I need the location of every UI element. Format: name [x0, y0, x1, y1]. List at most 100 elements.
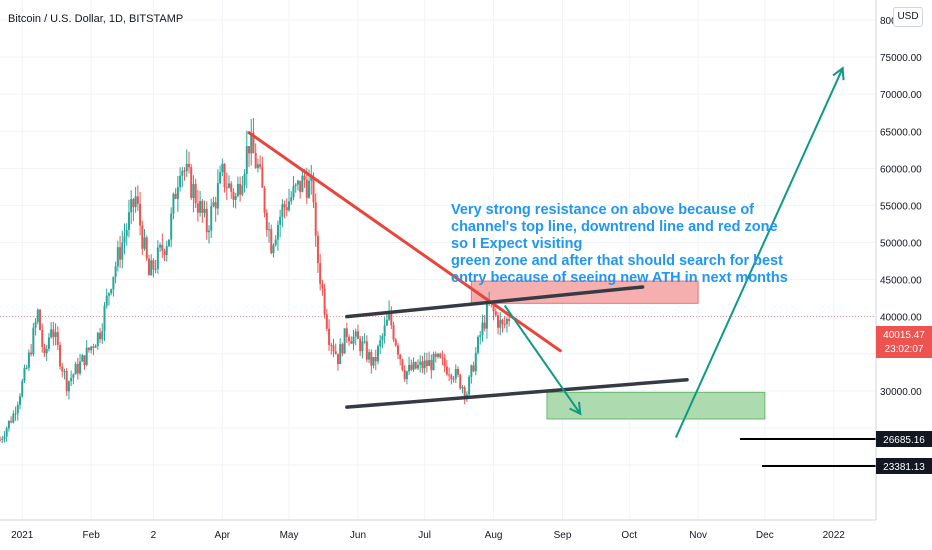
candle	[161, 233, 164, 259]
candle	[152, 258, 155, 278]
time-tick-label: 2021	[11, 530, 34, 541]
candle	[45, 344, 48, 361]
candle	[241, 175, 244, 197]
candle	[96, 331, 99, 350]
candle	[372, 357, 375, 369]
price-tick-label: 30000.00	[880, 387, 922, 398]
candle	[370, 349, 373, 374]
candle	[223, 163, 226, 193]
candle	[172, 192, 175, 220]
note-line: green zone and after that should search …	[451, 253, 783, 269]
candle	[59, 342, 62, 370]
candle	[114, 261, 117, 284]
candle	[10, 416, 13, 424]
candle	[250, 118, 253, 166]
candle	[268, 222, 271, 243]
candle	[192, 175, 195, 213]
candle	[477, 335, 480, 355]
up-arrow	[674, 66, 845, 438]
green-zone	[546, 391, 766, 420]
candle	[236, 176, 239, 198]
candle	[150, 254, 153, 276]
candle	[16, 401, 19, 421]
candle	[121, 230, 124, 269]
candle	[294, 183, 297, 193]
candle	[497, 312, 500, 335]
candle	[270, 224, 273, 255]
candle	[452, 376, 455, 383]
time-tick-label: Jul	[418, 530, 431, 541]
down-arrow	[503, 304, 582, 416]
candle	[12, 410, 15, 424]
candle	[61, 363, 64, 378]
candle	[248, 146, 251, 168]
time-tick-label: Feb	[83, 530, 101, 541]
candle	[288, 188, 291, 212]
candle	[332, 338, 335, 358]
candle	[21, 378, 24, 398]
candle	[127, 199, 130, 238]
candle	[408, 356, 411, 375]
candle	[352, 329, 355, 351]
time-axis[interactable]: 2021 Feb 2 Apr May Jun Jul Aug Sep Oct Nov Dec 2022	[0, 519, 876, 541]
candle	[259, 155, 262, 170]
candle	[163, 248, 166, 262]
candle	[214, 196, 217, 222]
candle	[348, 334, 351, 346]
candle	[343, 328, 346, 354]
candle	[194, 178, 197, 208]
candle	[81, 353, 84, 362]
candle	[87, 347, 90, 353]
candle	[499, 312, 502, 336]
candle	[323, 283, 326, 319]
candle	[483, 315, 486, 332]
candle	[101, 323, 104, 344]
candle	[441, 350, 444, 366]
candle	[39, 308, 42, 331]
chart-title: Bitcoin / U.S. Dollar, 1D, BITSTAMP	[8, 13, 183, 25]
candle	[210, 198, 213, 238]
currency-button[interactable]: USD	[893, 7, 923, 27]
candle	[0, 436, 1, 441]
candle	[99, 328, 102, 344]
candle	[361, 336, 364, 359]
candle	[245, 130, 248, 189]
candle	[479, 330, 482, 345]
candle	[1, 436, 4, 444]
candle	[481, 314, 484, 342]
candle	[296, 179, 299, 191]
candle	[316, 231, 319, 273]
candle	[410, 359, 413, 372]
time-tick-label: May	[280, 530, 299, 541]
candle	[123, 223, 126, 255]
candle	[159, 242, 162, 252]
candle	[339, 338, 342, 365]
candle	[14, 406, 17, 421]
candle	[170, 207, 173, 248]
price-axis[interactable]: 80000.0075000.0070000.0065000.0060000.00…	[875, 0, 932, 520]
candle	[501, 318, 504, 333]
candle	[445, 360, 448, 376]
candle	[334, 343, 337, 355]
candle	[112, 276, 115, 297]
candle	[385, 313, 388, 326]
candle	[450, 373, 453, 385]
candle	[328, 319, 331, 351]
price-marker-1: 26685.16	[876, 431, 932, 447]
candle	[41, 323, 44, 353]
candle	[263, 185, 266, 218]
drawings	[247, 66, 876, 467]
candle	[165, 240, 168, 262]
candle	[425, 352, 428, 373]
candle	[399, 353, 402, 366]
candle	[416, 359, 419, 371]
candle	[139, 191, 142, 236]
candle	[103, 302, 106, 342]
candle	[107, 292, 110, 306]
candle	[5, 426, 8, 442]
candle	[79, 353, 82, 376]
price-tick-label: 65000.00	[880, 127, 922, 138]
candle	[7, 420, 10, 432]
candle	[421, 355, 424, 374]
